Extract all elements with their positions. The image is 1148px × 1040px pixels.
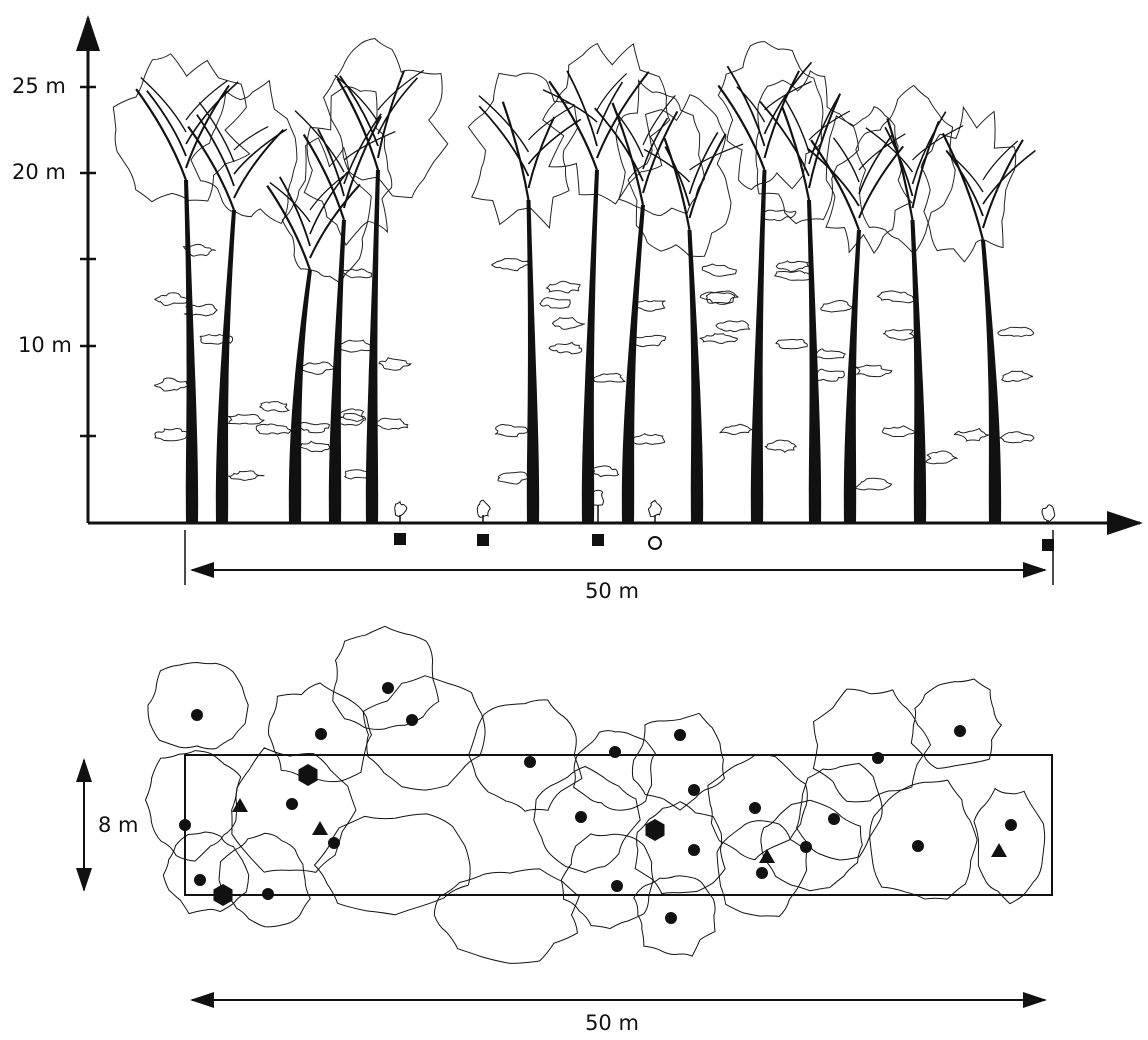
square-marker — [1042, 539, 1054, 551]
stem-dot — [382, 682, 394, 694]
stem-dot — [1005, 819, 1017, 831]
square-marker — [592, 534, 604, 546]
forest-diagram: 25 m 20 m 10 m 50 m 8 m 50 m — [0, 0, 1148, 1036]
stem-dot — [688, 784, 700, 796]
stem-dot — [611, 880, 623, 892]
depth-label: 8 m — [98, 813, 139, 837]
stem-dot — [524, 756, 536, 768]
stem-dot — [688, 844, 700, 856]
height-label: 25 m — [12, 74, 66, 98]
stem-dot — [674, 729, 686, 741]
stem-dot — [828, 813, 840, 825]
width-label: 50 m — [585, 579, 639, 603]
plan-width-label: 50 m — [585, 1011, 639, 1035]
stem-dot — [800, 841, 812, 853]
stem-dot — [179, 819, 191, 831]
stem-dot — [575, 811, 587, 823]
stem-dot — [756, 867, 768, 879]
background — [0, 0, 1148, 1036]
stem-dot — [609, 746, 621, 758]
stem-dot — [912, 840, 924, 852]
stem-dot — [665, 912, 677, 924]
height-label: 20 m — [12, 160, 66, 184]
square-marker — [394, 533, 406, 545]
stem-dot — [406, 714, 418, 726]
stem-dot — [286, 798, 298, 810]
stem-dot — [262, 888, 274, 900]
height-label: 10 m — [18, 333, 72, 357]
stem-dot — [328, 837, 340, 849]
stem-dot — [872, 752, 884, 764]
square-marker — [477, 534, 489, 546]
stem-dot — [194, 874, 206, 886]
page: 25 m 20 m 10 m 50 m 8 m 50 m (() => { co… — [0, 0, 1148, 1040]
stem-dot — [749, 802, 761, 814]
stem-dot — [315, 728, 327, 740]
stem-dot — [954, 725, 966, 737]
stem-dot — [191, 709, 203, 721]
